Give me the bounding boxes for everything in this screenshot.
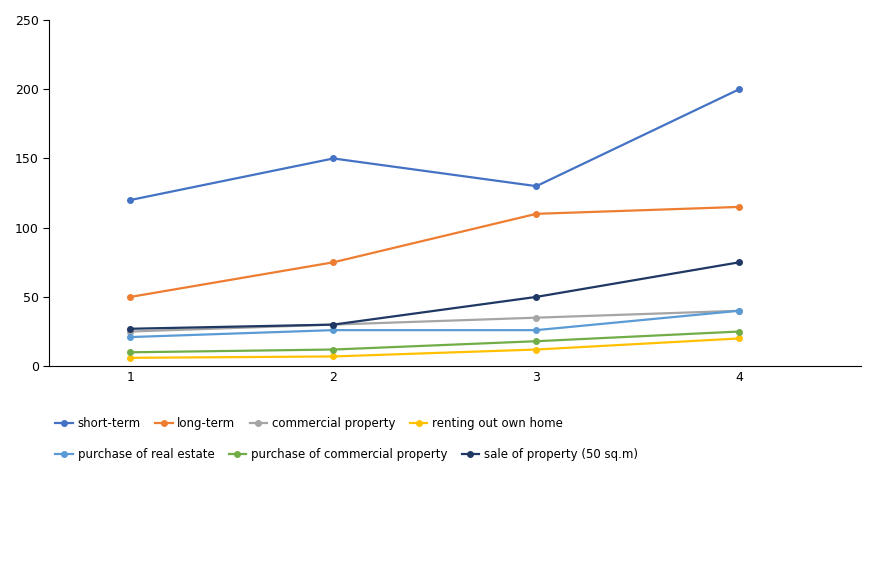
purchase of commercial property [531, 338, 541, 345]
commercial property [328, 321, 339, 328]
renting out own home [531, 346, 541, 353]
purchase of commercial property [734, 328, 745, 335]
renting out own home [125, 355, 136, 361]
Line: purchase of commercial property: purchase of commercial property [128, 329, 742, 355]
purchase of real estate [328, 327, 339, 333]
sale of property (50 sq.m) [125, 325, 136, 332]
commercial property [531, 314, 541, 321]
long-term [328, 259, 339, 266]
long-term [531, 210, 541, 217]
short-term [328, 155, 339, 162]
purchase of real estate [734, 307, 745, 314]
Legend: purchase of real estate, purchase of commercial property, sale of property (50 s: purchase of real estate, purchase of com… [55, 448, 638, 461]
commercial property [125, 328, 136, 335]
sale of property (50 sq.m) [734, 259, 745, 266]
renting out own home [328, 353, 339, 360]
Line: sale of property (50 sq.m): sale of property (50 sq.m) [128, 260, 742, 332]
Line: purchase of real estate: purchase of real estate [128, 308, 742, 340]
commercial property [734, 307, 745, 314]
purchase of commercial property [125, 349, 136, 356]
short-term [734, 86, 745, 93]
long-term [125, 293, 136, 300]
short-term [125, 196, 136, 203]
Line: renting out own home: renting out own home [128, 336, 742, 361]
sale of property (50 sq.m) [531, 293, 541, 300]
purchase of commercial property [328, 346, 339, 353]
purchase of real estate [531, 327, 541, 333]
renting out own home [734, 335, 745, 342]
Line: commercial property: commercial property [128, 308, 742, 334]
Line: long-term: long-term [128, 204, 742, 300]
short-term [531, 183, 541, 190]
purchase of real estate [125, 333, 136, 340]
long-term [734, 203, 745, 210]
Line: short-term: short-term [128, 86, 742, 203]
sale of property (50 sq.m) [328, 321, 339, 328]
